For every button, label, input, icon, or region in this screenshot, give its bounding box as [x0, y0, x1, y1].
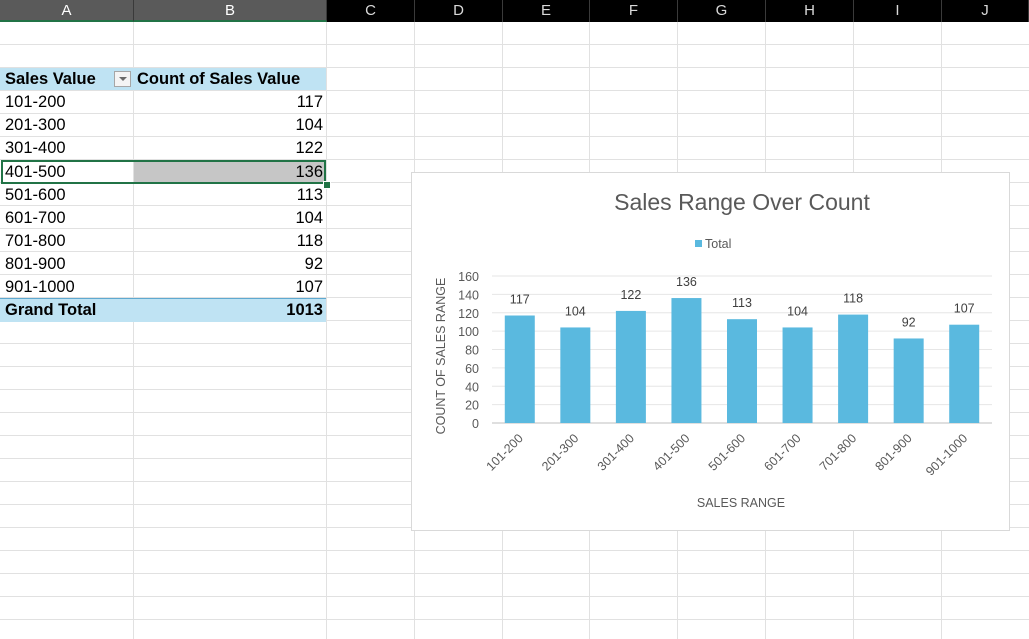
legend-swatch [695, 240, 702, 247]
bar-chart: Sales Range Over Count Total 0 20 40 60 80 100 1… [434, 189, 992, 510]
pivot-header-row [0, 68, 326, 90]
pivot-row-value[interactable]: 92 [304, 255, 323, 273]
fill-handle[interactable] [323, 181, 331, 189]
legend-label: Total [705, 237, 731, 251]
chart-bar [671, 298, 702, 423]
column-header-j[interactable]: J [942, 0, 1029, 22]
pivot-row-field-header[interactable]: Sales Value [5, 70, 96, 88]
x-tick-label: 401-500 [650, 431, 692, 473]
column-header-bar: A B C D E F G H I J [0, 0, 1029, 22]
filter-dropdown-button[interactable] [114, 71, 131, 87]
pivot-row-value[interactable]: 122 [295, 139, 323, 157]
pivot-row-value[interactable]: 118 [296, 232, 323, 250]
pivot-row-value[interactable]: 104 [295, 209, 323, 227]
data-label: 113 [732, 296, 752, 310]
chart-title: Sales Range Over Count [614, 189, 870, 215]
pivot-row-value[interactable]: 136 [295, 163, 323, 181]
y-tick-label: 60 [465, 362, 479, 376]
column-header-d[interactable]: D [415, 0, 503, 22]
data-label: 117 [510, 293, 530, 307]
data-label: 118 [843, 292, 863, 306]
pivot-row-value[interactable]: 117 [296, 93, 323, 111]
chart-bar [838, 314, 869, 423]
grand-total-value[interactable]: 1013 [286, 301, 323, 319]
column-header-g[interactable]: G [678, 0, 766, 22]
chart-bar [560, 327, 591, 423]
chart-bar [782, 327, 813, 423]
chart-bar [615, 310, 646, 423]
y-tick-label: 40 [465, 380, 479, 394]
column-header-h[interactable]: H [766, 0, 854, 22]
x-tick-label: 901-1000 [923, 431, 970, 478]
column-header-f[interactable]: F [590, 0, 678, 22]
data-label: 92 [902, 315, 916, 329]
pivot-grand-total-row [0, 298, 326, 322]
y-tick-label: 20 [465, 399, 479, 413]
active-cell-selection [1, 160, 326, 184]
chart-container[interactable]: Sales Range Over Count Total 0 20 40 60 80 100 1… [411, 172, 1010, 531]
chart-bar [949, 324, 980, 423]
x-axis-title: SALES RANGE [697, 496, 785, 510]
column-header-e[interactable]: E [503, 0, 590, 22]
data-label: 104 [787, 304, 808, 318]
selected-cell-highlight [134, 161, 326, 183]
data-label: 104 [565, 304, 586, 318]
column-header-b[interactable]: B [134, 0, 327, 22]
x-tick-label: 701-800 [817, 431, 859, 473]
pivot-row-label[interactable]: 601-700 [5, 209, 66, 227]
pivot-row-label[interactable]: 501-600 [5, 186, 66, 204]
data-label: 136 [676, 275, 697, 289]
x-tick-label: 501-600 [706, 431, 748, 473]
y-axis-title: COUNT OF SALES RANGE [434, 278, 448, 435]
y-tick-label: 140 [458, 288, 479, 302]
pivot-row-value[interactable]: 107 [295, 278, 323, 296]
data-label: 122 [620, 288, 641, 302]
chart-bar [504, 315, 535, 423]
column-header-a[interactable]: A [0, 0, 134, 22]
y-tick-label: 0 [472, 417, 479, 431]
y-tick-label: 160 [458, 270, 479, 284]
pivot-values-header[interactable]: Count of Sales Value [137, 70, 301, 88]
pivot-row-label[interactable]: 901-1000 [5, 278, 75, 296]
x-tick-label: 201-300 [539, 431, 581, 473]
pivot-row-label[interactable]: 701-800 [5, 232, 66, 250]
x-tick-label: 601-700 [761, 431, 803, 473]
x-tick-label: 101-200 [484, 431, 526, 473]
y-tick-label: 120 [458, 307, 479, 321]
x-tick-label: 301-400 [595, 431, 637, 473]
y-tick-label: 100 [458, 325, 479, 339]
pivot-row-label[interactable]: 801-900 [5, 255, 66, 273]
pivot-row-label[interactable]: 301-400 [5, 139, 66, 157]
pivot-row-value[interactable]: 104 [295, 116, 323, 134]
chart-bar [893, 338, 924, 423]
y-tick-label: 80 [465, 344, 479, 358]
pivot-row-label[interactable]: 201-300 [5, 116, 66, 134]
column-header-i[interactable]: I [854, 0, 942, 22]
pivot-row-label[interactable]: 401-500 [5, 163, 66, 181]
pivot-row-value[interactable]: 113 [296, 186, 323, 204]
pivot-row-label[interactable]: 101-200 [5, 93, 66, 111]
data-label: 107 [954, 302, 975, 316]
x-tick-label: 801-900 [872, 431, 914, 473]
chart-bar [727, 319, 757, 423]
column-header-c[interactable]: C [327, 0, 415, 22]
grand-total-label[interactable]: Grand Total [5, 301, 97, 319]
